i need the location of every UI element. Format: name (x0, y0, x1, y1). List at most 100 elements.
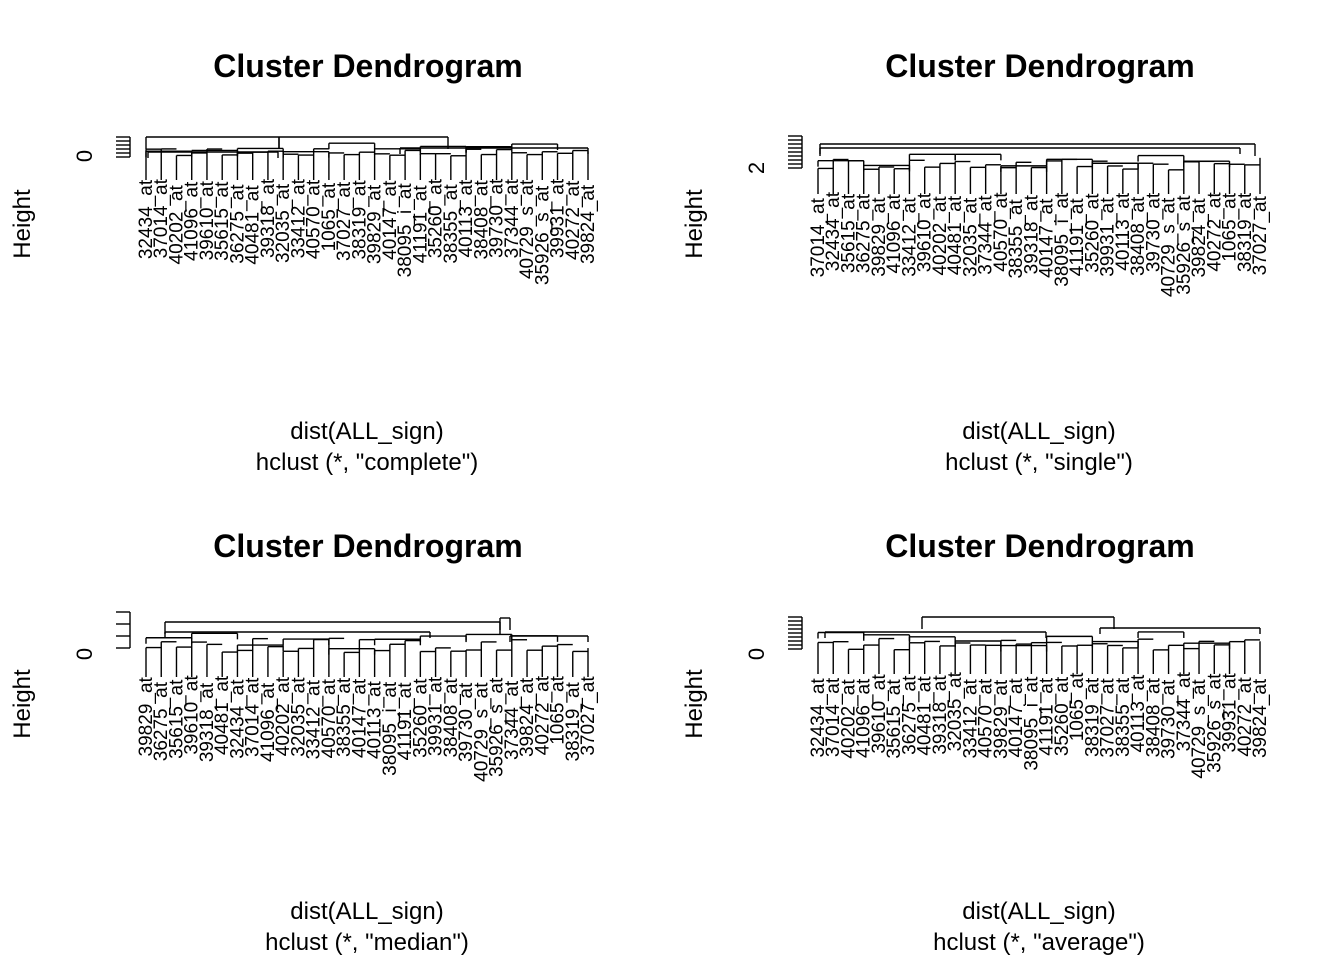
leaf-label: 40147_at (1006, 678, 1027, 758)
leaf-label: 37014_at (151, 178, 172, 258)
x-axis-label: dist(ALL_sign) (962, 418, 1115, 445)
leaf-label: 41191_at (410, 185, 431, 264)
leaf-label: 39824_at (1250, 678, 1271, 758)
leaf-label: 1065_at (1220, 192, 1241, 261)
leaf-label: 39730_at (1143, 192, 1164, 272)
x-axis-label: dist(ALL_sign) (290, 418, 443, 445)
leaf-label: 39610_at (915, 192, 936, 272)
leaf-label: 37014_at (823, 677, 844, 757)
leaf-label: 37014_at (243, 677, 264, 757)
leaf-label: 38319_at (1082, 677, 1103, 757)
leaf-label: 39610_at (197, 180, 218, 260)
y-axis-label: Height (681, 189, 708, 259)
leaf-label: 41096_at (854, 678, 875, 758)
leaf-label: 39610_at (182, 675, 203, 755)
leaf-label: 37027_at (578, 676, 599, 756)
dendrogram-tree (788, 616, 1261, 674)
leaf-label: 39829_at (136, 676, 157, 756)
leaf-label: 39931_at (426, 676, 447, 756)
leaf-label: 32035_at (273, 183, 294, 263)
leaf-label: 37344_at (502, 178, 523, 258)
leaf-label: 32035_at (945, 671, 966, 751)
leaf-label: 36275_at (899, 675, 920, 755)
leaf-label: 35926_s_at (487, 677, 508, 777)
leaf-label: 33412_at (960, 678, 981, 758)
subtitle: hclust (*, "median") (265, 929, 469, 956)
leaf-label: 38095_i_at (1021, 676, 1042, 771)
leaf-label: 39730_at (487, 178, 508, 258)
leaf-label: 39824_at (517, 677, 538, 757)
leaf-label: 38355_at (1006, 199, 1027, 279)
y-tick-label: 0 (72, 648, 97, 660)
leaf-label: 40729_s_at (471, 682, 492, 782)
subtitle: hclust (*, "complete") (256, 449, 478, 476)
leaf-label: 37344_at (1174, 671, 1195, 751)
leaf-label: 40570_at (319, 678, 340, 758)
leaf-label: 33412_at (899, 197, 920, 277)
leaf-label: 39829_at (991, 679, 1012, 759)
leaf-label: 1065_at (548, 675, 569, 744)
leaf-label: 32035_at (960, 197, 981, 277)
panel-single: Cluster Dendrogram dist(ALL_sign) hclust… (681, 48, 1271, 476)
leaf-label: 37027_at (1250, 195, 1271, 275)
leaf-label: 39829_at (869, 197, 890, 277)
dendrogram-tree (116, 611, 589, 677)
leaf-label: 41191_at (395, 682, 416, 761)
leaf-labels: 32434_at37014_at40202_at41096_at39610_at… (136, 178, 599, 285)
subtitle: hclust (*, "average") (933, 929, 1145, 956)
leaf-label: 40202_at (273, 676, 294, 756)
leaf-label: 39730_at (1159, 679, 1180, 759)
leaf-label: 39829_at (365, 184, 386, 264)
leaf-label: 40113_at (456, 179, 477, 258)
x-axis-label: dist(ALL_sign) (290, 898, 443, 925)
leaf-label: 39824_at (1189, 198, 1210, 278)
leaf-label: 40481_at (212, 675, 233, 755)
leaf-label: 35615_at (167, 679, 188, 759)
leaf-label: 40570_at (976, 678, 997, 758)
panel-average: Cluster Dendrogram dist(ALL_sign) hclust… (681, 528, 1271, 956)
y-tick-label: 0 (744, 648, 769, 660)
leaf-label: 37027_at (334, 181, 355, 261)
leaf-label: 37344_at (502, 680, 523, 760)
leaf-label: 40570_at (991, 192, 1012, 272)
leaf-label: 39318_at (197, 682, 218, 762)
leaf-label: 40202_at (167, 184, 188, 264)
leaf-label: 39318_at (930, 675, 951, 755)
leaf-label: 40481_at (243, 185, 264, 265)
leaf-label: 40113_at (1128, 674, 1149, 753)
panel-complete: Cluster Dendrogram dist(ALL_sign) hclust… (9, 48, 599, 476)
y-axis-label: Height (9, 189, 36, 259)
leaf-label: 36275_at (151, 681, 172, 761)
leaf-label: 36275_at (227, 184, 248, 264)
x-axis-label: dist(ALL_sign) (962, 898, 1115, 925)
leaf-label: 38095_i_at (1052, 192, 1073, 287)
leaf-label: 35615_at (212, 181, 233, 261)
leaf-labels: 32434_at37014_at40202_at41096_at39610_at… (808, 671, 1271, 778)
leaf-label: 40202_at (930, 196, 951, 276)
leaf-label: 38408_at (471, 180, 492, 260)
leaf-label: 38095_i_at (380, 681, 401, 776)
leaf-label: 40202_at (839, 679, 860, 759)
y-axis-label: Height (681, 669, 708, 739)
leaf-label: 35260_at (410, 678, 431, 758)
leaf-label: 36275_at (854, 193, 875, 273)
leaf-label: 35926_s_at (1174, 195, 1195, 295)
leaf-label: 35260_at (1052, 676, 1073, 756)
leaf-label: 35926_s_at (532, 185, 553, 285)
leaf-label: 37014_at (808, 197, 829, 277)
chart-title: Cluster Dendrogram (885, 528, 1194, 564)
leaf-label: 41096_at (182, 181, 203, 261)
leaf-label: 41096_at (258, 682, 279, 762)
y-axis-label: Height (9, 669, 36, 739)
chart-title: Cluster Dendrogram (885, 48, 1194, 84)
leaf-label: 41191_at (1067, 198, 1088, 277)
leaf-label: 38319_at (349, 180, 370, 260)
leaf-labels: 37014_at32434_at35615_at36275_at39829_at… (808, 191, 1271, 297)
leaf-label: 39931_at (548, 178, 569, 258)
leaf-label: 35615_at (884, 679, 905, 759)
leaf-label: 39610_at (869, 674, 890, 754)
leaf-label: 35615_at (839, 193, 860, 273)
leaf-label: 32434_at (808, 678, 829, 758)
leaf-label: 38319_at (1235, 192, 1256, 272)
leaf-label: 38355_at (334, 677, 355, 757)
